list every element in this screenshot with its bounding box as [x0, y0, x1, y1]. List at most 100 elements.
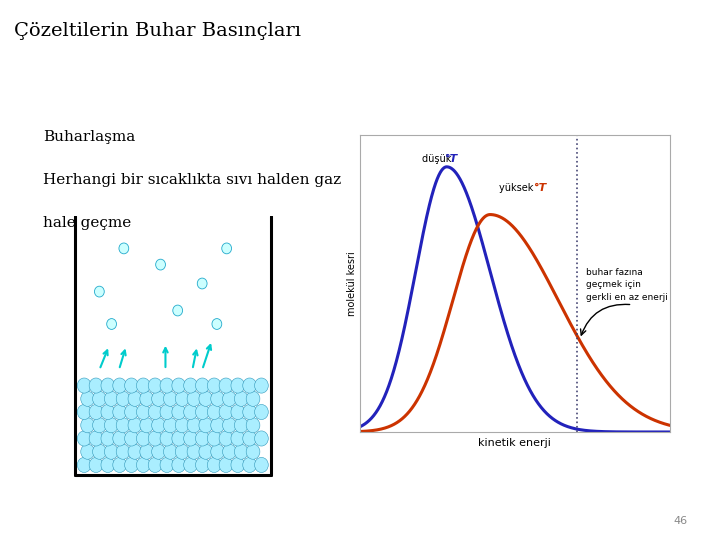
Circle shape: [93, 444, 107, 459]
Circle shape: [101, 431, 114, 446]
Circle shape: [160, 378, 174, 393]
Circle shape: [231, 457, 245, 472]
Circle shape: [222, 391, 236, 407]
Circle shape: [140, 391, 153, 407]
Text: °T: °T: [444, 154, 457, 164]
Circle shape: [89, 404, 103, 420]
Circle shape: [231, 404, 245, 420]
Circle shape: [104, 444, 118, 459]
Circle shape: [104, 418, 118, 433]
Circle shape: [175, 444, 189, 459]
Circle shape: [125, 378, 138, 393]
Circle shape: [140, 418, 153, 433]
Circle shape: [175, 418, 189, 433]
Circle shape: [219, 431, 233, 446]
Circle shape: [187, 391, 201, 407]
Circle shape: [243, 404, 256, 420]
Circle shape: [116, 444, 130, 459]
Text: Buharlaşma: Buharlaşma: [43, 130, 135, 144]
Circle shape: [184, 457, 197, 472]
Circle shape: [101, 378, 114, 393]
Circle shape: [187, 444, 201, 459]
Circle shape: [255, 404, 269, 420]
Circle shape: [184, 431, 197, 446]
Circle shape: [207, 431, 221, 446]
Text: Herhangi bir sıcaklıkta sıvı halden gaz: Herhangi bir sıcaklıkta sıvı halden gaz: [43, 173, 341, 187]
Circle shape: [219, 378, 233, 393]
Circle shape: [89, 431, 103, 446]
Circle shape: [136, 431, 150, 446]
Circle shape: [128, 444, 142, 459]
Circle shape: [172, 431, 186, 446]
Circle shape: [116, 418, 130, 433]
Circle shape: [116, 391, 130, 407]
Circle shape: [81, 444, 94, 459]
Circle shape: [231, 378, 245, 393]
Circle shape: [246, 391, 260, 407]
Text: °T: °T: [533, 184, 546, 193]
Circle shape: [136, 378, 150, 393]
Circle shape: [125, 431, 138, 446]
Circle shape: [199, 444, 212, 459]
Circle shape: [160, 457, 174, 472]
Circle shape: [125, 457, 138, 472]
Text: düşük: düşük: [422, 154, 454, 164]
Circle shape: [163, 418, 177, 433]
Circle shape: [184, 378, 197, 393]
Circle shape: [81, 391, 94, 407]
Circle shape: [255, 378, 269, 393]
Circle shape: [125, 404, 138, 420]
Circle shape: [148, 378, 162, 393]
Circle shape: [156, 259, 166, 270]
Circle shape: [172, 378, 186, 393]
Circle shape: [89, 378, 103, 393]
Circle shape: [222, 243, 232, 254]
Circle shape: [140, 444, 153, 459]
Circle shape: [104, 391, 118, 407]
Circle shape: [243, 378, 256, 393]
Circle shape: [101, 404, 114, 420]
Circle shape: [196, 457, 210, 472]
Circle shape: [101, 457, 114, 472]
Circle shape: [113, 404, 127, 420]
Circle shape: [152, 444, 166, 459]
Circle shape: [184, 404, 197, 420]
Circle shape: [196, 378, 210, 393]
Circle shape: [94, 286, 104, 297]
Circle shape: [113, 378, 127, 393]
Circle shape: [199, 418, 212, 433]
Text: hale geçme: hale geçme: [43, 216, 132, 230]
Circle shape: [119, 243, 129, 254]
Circle shape: [173, 305, 183, 316]
Circle shape: [77, 404, 91, 420]
Circle shape: [175, 391, 189, 407]
Circle shape: [207, 378, 221, 393]
Text: buhar fazına
geçmek için
gerkli en az enerji: buhar fazına geçmek için gerkli en az en…: [586, 268, 668, 301]
Circle shape: [93, 391, 107, 407]
Circle shape: [234, 418, 248, 433]
Circle shape: [148, 457, 162, 472]
Circle shape: [255, 457, 269, 472]
Circle shape: [187, 418, 201, 433]
Circle shape: [207, 457, 221, 472]
Circle shape: [136, 404, 150, 420]
Circle shape: [163, 391, 177, 407]
Circle shape: [222, 418, 236, 433]
Circle shape: [234, 444, 248, 459]
Circle shape: [211, 391, 225, 407]
Circle shape: [128, 391, 142, 407]
Circle shape: [81, 418, 94, 433]
Circle shape: [196, 431, 210, 446]
Circle shape: [136, 457, 150, 472]
Circle shape: [163, 444, 177, 459]
Circle shape: [160, 431, 174, 446]
Circle shape: [211, 418, 225, 433]
Circle shape: [196, 404, 210, 420]
Text: yüksek: yüksek: [499, 184, 537, 193]
Circle shape: [148, 431, 162, 446]
Circle shape: [197, 278, 207, 289]
Circle shape: [89, 457, 103, 472]
Circle shape: [172, 404, 186, 420]
Circle shape: [212, 319, 222, 329]
Circle shape: [231, 431, 245, 446]
